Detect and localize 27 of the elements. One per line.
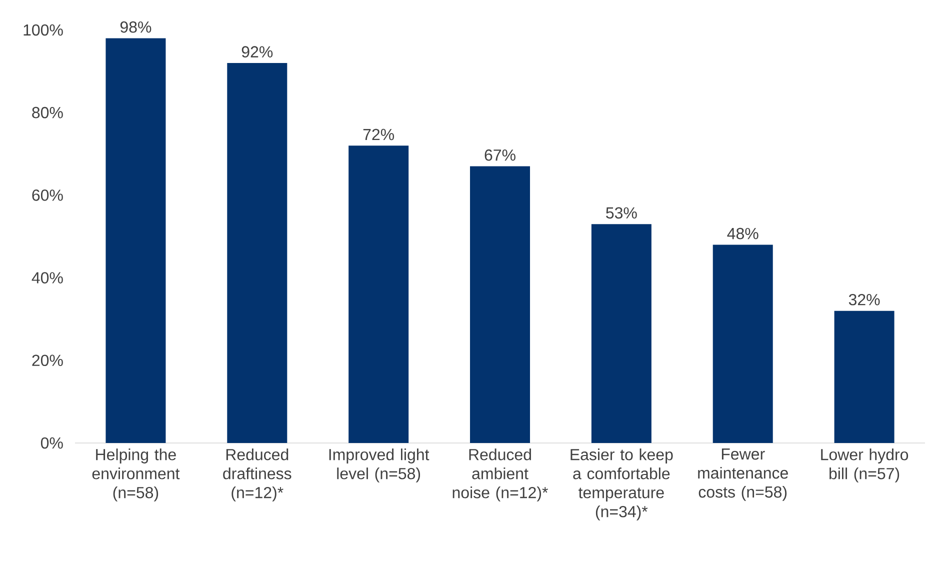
y-tick-label: 60%	[32, 190, 63, 201]
x-tick-label: Fewer maintenance costs (n=58)	[698, 448, 788, 501]
x-tick-label: Reduced ambient noise (n=12)*	[452, 448, 548, 502]
data-label: 53%	[606, 207, 637, 219]
bar	[348, 146, 409, 443]
x-tick-label: Helping the environment (n=58)	[92, 448, 180, 502]
bar	[106, 38, 166, 443]
y-tick-label: 100%	[24, 24, 63, 36]
y-tick-label: 80%	[32, 106, 63, 118]
data-label: 48%	[727, 228, 758, 240]
data-label: 67%	[484, 149, 516, 161]
bar	[227, 63, 288, 443]
y-tick-label: 0%	[40, 437, 63, 449]
data-label: 92%	[242, 46, 273, 58]
data-label: 98%	[120, 21, 152, 33]
bar	[591, 224, 652, 443]
data-label: 32%	[848, 294, 880, 306]
bar	[834, 310, 894, 443]
bar	[712, 244, 773, 443]
x-tick-label: Reduced draftiness (n=12)*	[223, 448, 292, 502]
x-tick-label: Improved light level (n=58)	[329, 448, 430, 482]
data-label: 72%	[363, 128, 394, 140]
y-tick-label: 40%	[32, 272, 63, 284]
y-tick-label: 20%	[32, 354, 63, 366]
x-tick-label: Easier to keep a comfortable temperature (n=34)*	[570, 448, 673, 520]
x-tick-label: Lower hydro bill (n=57)	[821, 448, 908, 482]
bar	[470, 166, 530, 443]
